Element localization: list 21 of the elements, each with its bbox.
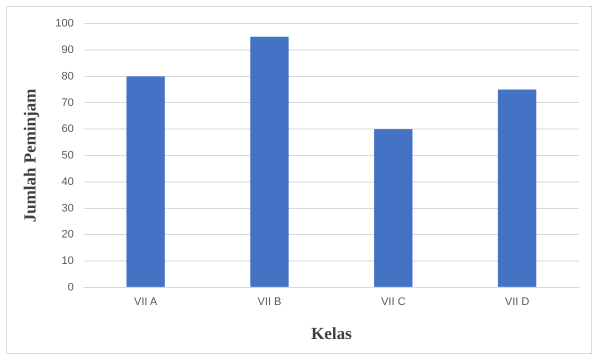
y-tick-label: 50 xyxy=(62,150,74,162)
y-tick-label: 30 xyxy=(62,202,74,214)
x-tick-label: VII D xyxy=(504,296,530,308)
bar xyxy=(126,76,165,287)
y-tick-label: 90 xyxy=(62,44,74,56)
y-tick-label: 70 xyxy=(62,96,74,109)
x-axis-title: Kelas xyxy=(311,324,352,344)
y-tick-label: 60 xyxy=(62,123,74,136)
bar xyxy=(498,90,536,287)
bar xyxy=(374,129,412,287)
x-tick-label: VII C xyxy=(381,296,406,308)
y-tick-label: 100 xyxy=(55,18,74,30)
y-tick-label: 40 xyxy=(62,176,74,188)
y-tick-label: 80 xyxy=(62,70,74,82)
y-tick-label: 0 xyxy=(68,281,74,294)
x-tick-label: VII A xyxy=(134,296,158,308)
y-tick-label: 10 xyxy=(62,255,74,268)
y-tick-label: 20 xyxy=(62,228,74,241)
bar xyxy=(250,36,289,287)
y-axis-title: Jumlah Peminjam xyxy=(20,88,40,222)
x-tick-label: VII B xyxy=(258,296,282,308)
